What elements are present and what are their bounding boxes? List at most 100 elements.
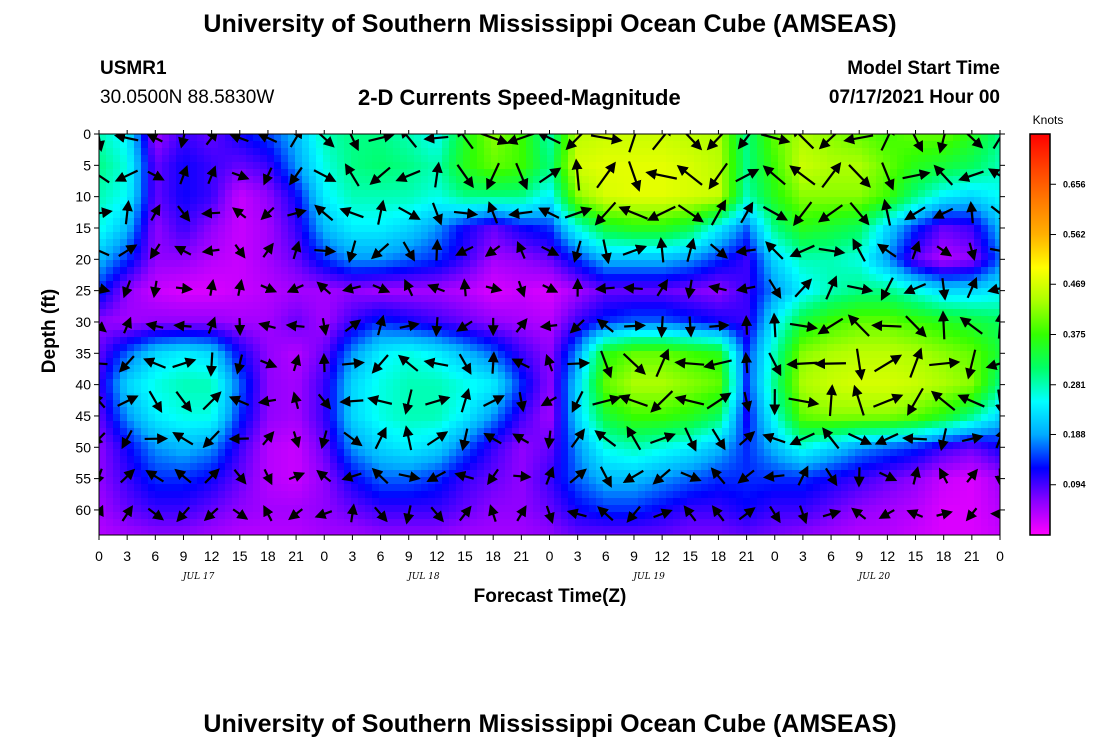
heatmap-cell: [477, 183, 485, 191]
heatmap-cell: [141, 274, 149, 282]
heatmap-cell: [463, 155, 471, 163]
heatmap-cell: [421, 379, 429, 387]
heatmap-cell: [932, 309, 940, 317]
heatmap-cell: [253, 365, 261, 373]
heatmap-cell: [281, 176, 289, 184]
heatmap-cell: [666, 358, 674, 366]
heatmap-cell: [652, 302, 660, 310]
heatmap-cell: [491, 141, 499, 149]
heatmap-cell: [491, 309, 499, 317]
heatmap-cell: [428, 218, 436, 226]
heatmap-cell: [883, 365, 891, 373]
heatmap-cell: [925, 141, 933, 149]
heatmap-cell: [911, 274, 919, 282]
heatmap-cell: [750, 218, 758, 226]
heatmap-cell: [974, 274, 982, 282]
heatmap-cell: [526, 246, 534, 254]
heatmap-cell: [792, 232, 800, 240]
heatmap-cell: [358, 267, 366, 275]
heatmap-cell: [897, 225, 905, 233]
heatmap-cell: [316, 372, 324, 380]
heatmap-cell: [449, 281, 457, 289]
heatmap-cell: [106, 302, 114, 310]
heatmap-cell: [505, 197, 513, 205]
heatmap-cell: [477, 218, 485, 226]
heatmap-cell: [813, 204, 821, 212]
heatmap-cell: [449, 309, 457, 317]
heatmap-cell: [932, 197, 940, 205]
heatmap-cell: [904, 239, 912, 247]
heatmap-cell: [687, 190, 695, 198]
heatmap-cell: [764, 148, 772, 156]
heatmap-cell: [211, 141, 219, 149]
heatmap-cell: [589, 169, 597, 177]
heatmap-cell: [701, 211, 709, 219]
heatmap-cell: [393, 323, 401, 331]
heatmap-cell: [106, 337, 114, 345]
heatmap-cell: [687, 379, 695, 387]
heatmap-cell: [624, 316, 632, 324]
heatmap-cell: [484, 197, 492, 205]
heatmap-cell: [624, 176, 632, 184]
heatmap-cell: [512, 281, 520, 289]
heatmap-cell: [274, 204, 282, 212]
heatmap-cell: [953, 246, 961, 254]
heatmap-cell: [197, 169, 205, 177]
heatmap-cell: [484, 281, 492, 289]
heatmap-cell: [988, 316, 996, 324]
heatmap-cell: [715, 365, 723, 373]
heatmap-cell: [162, 393, 170, 401]
heatmap-cell: [302, 316, 310, 324]
heatmap-cell: [659, 148, 667, 156]
heatmap-cell: [568, 190, 576, 198]
heatmap-cell: [106, 260, 114, 268]
heatmap-cell: [638, 155, 646, 163]
heatmap-cell: [309, 309, 317, 317]
heatmap-cell: [456, 274, 464, 282]
heatmap-cell: [946, 218, 954, 226]
heatmap-cell: [736, 295, 744, 303]
heatmap-cell: [575, 232, 583, 240]
heatmap-cell: [379, 337, 387, 345]
heatmap-cell: [190, 190, 198, 198]
heatmap-cell: [806, 204, 814, 212]
heatmap-cell: [554, 281, 562, 289]
heatmap-cell: [337, 155, 345, 163]
heatmap-cell: [778, 330, 786, 338]
heatmap-cell: [862, 393, 870, 401]
heatmap-cell: [680, 190, 688, 198]
heatmap-cell: [841, 295, 849, 303]
heatmap-cell: [792, 316, 800, 324]
heatmap-cell: [232, 288, 240, 296]
heatmap-cell: [414, 351, 422, 359]
heatmap-cell: [260, 365, 268, 373]
heatmap-cell: [449, 288, 457, 296]
heatmap-cell: [666, 337, 674, 345]
heatmap-cell: [316, 162, 324, 170]
heatmap-cell: [155, 358, 163, 366]
heatmap-cell: [995, 162, 1000, 170]
heatmap-cell: [400, 225, 408, 233]
heatmap-cell: [694, 197, 702, 205]
heatmap-cell: [127, 386, 135, 394]
heatmap-cell: [421, 141, 429, 149]
heatmap-cell: [358, 309, 366, 317]
heatmap-cell: [736, 232, 744, 240]
heatmap-cell: [512, 260, 520, 268]
heatmap-cell: [855, 260, 863, 268]
heatmap-cell: [211, 253, 219, 261]
heatmap-cell: [960, 183, 968, 191]
heatmap-cell: [260, 267, 268, 275]
heatmap-cell: [484, 260, 492, 268]
heatmap-cell: [141, 344, 149, 352]
heatmap-cell: [659, 309, 667, 317]
heatmap-cell: [337, 309, 345, 317]
heatmap-cell: [533, 267, 541, 275]
heatmap-cell: [176, 260, 184, 268]
heatmap-cell: [582, 260, 590, 268]
heatmap-cell: [869, 155, 877, 163]
heatmap-cell: [981, 302, 989, 310]
heatmap-cell: [652, 281, 660, 289]
heatmap-cell: [176, 281, 184, 289]
heatmap-cell: [449, 232, 457, 240]
